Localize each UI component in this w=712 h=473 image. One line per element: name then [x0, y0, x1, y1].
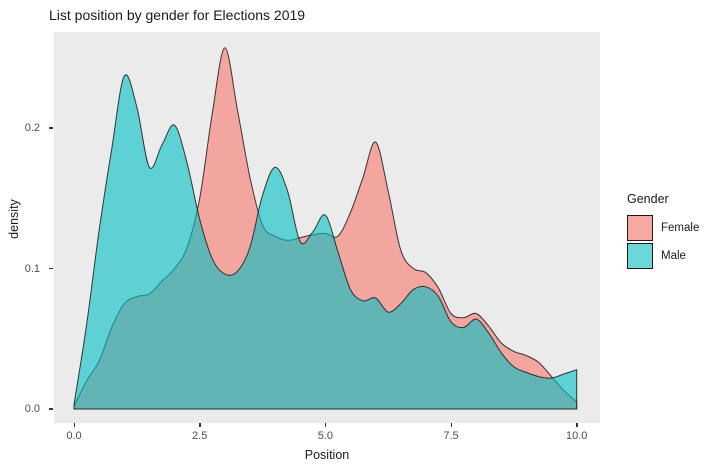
legend-key-swatch [627, 215, 653, 241]
x-tick-label: 0.0 [66, 430, 82, 442]
legend: Gender Female Male [627, 192, 699, 271]
x-tick-label: 2.5 [192, 430, 208, 442]
x-tick-label: 7.5 [443, 430, 459, 442]
y-tick-label: 0.0 [24, 403, 40, 415]
x-tick-mark [450, 423, 452, 427]
legend-items: Female Male [627, 215, 699, 271]
x-tick-label: 10.0 [565, 430, 588, 442]
x-tick-mark [324, 423, 327, 427]
density-plot-svg [73, 47, 578, 410]
y-tick-label: 0.2 [24, 122, 40, 134]
x-axis-title: Position [304, 448, 350, 462]
y-axis-title: density [7, 199, 21, 239]
x-tick-mark [576, 423, 578, 427]
plot-panel [54, 32, 600, 423]
x-tick-mark [73, 423, 75, 427]
y-tick-mark [49, 127, 53, 129]
legend-item-female: Female [627, 215, 699, 241]
legend-item-label: Male [661, 250, 686, 262]
y-tick-mark [49, 267, 53, 270]
x-tick-mark [199, 423, 201, 427]
legend-item-male: Male [627, 243, 699, 269]
legend-key-swatch [627, 243, 653, 269]
male-density-area [73, 74, 578, 410]
y-tick-mark [49, 408, 53, 410]
x-tick-label: 5.0 [317, 430, 334, 442]
y-tick-label: 0.1 [24, 262, 40, 275]
page-title: List position by gender for Elections 20… [49, 7, 306, 23]
legend-item-label: Female [661, 222, 700, 234]
legend-title: Gender [627, 192, 669, 206]
